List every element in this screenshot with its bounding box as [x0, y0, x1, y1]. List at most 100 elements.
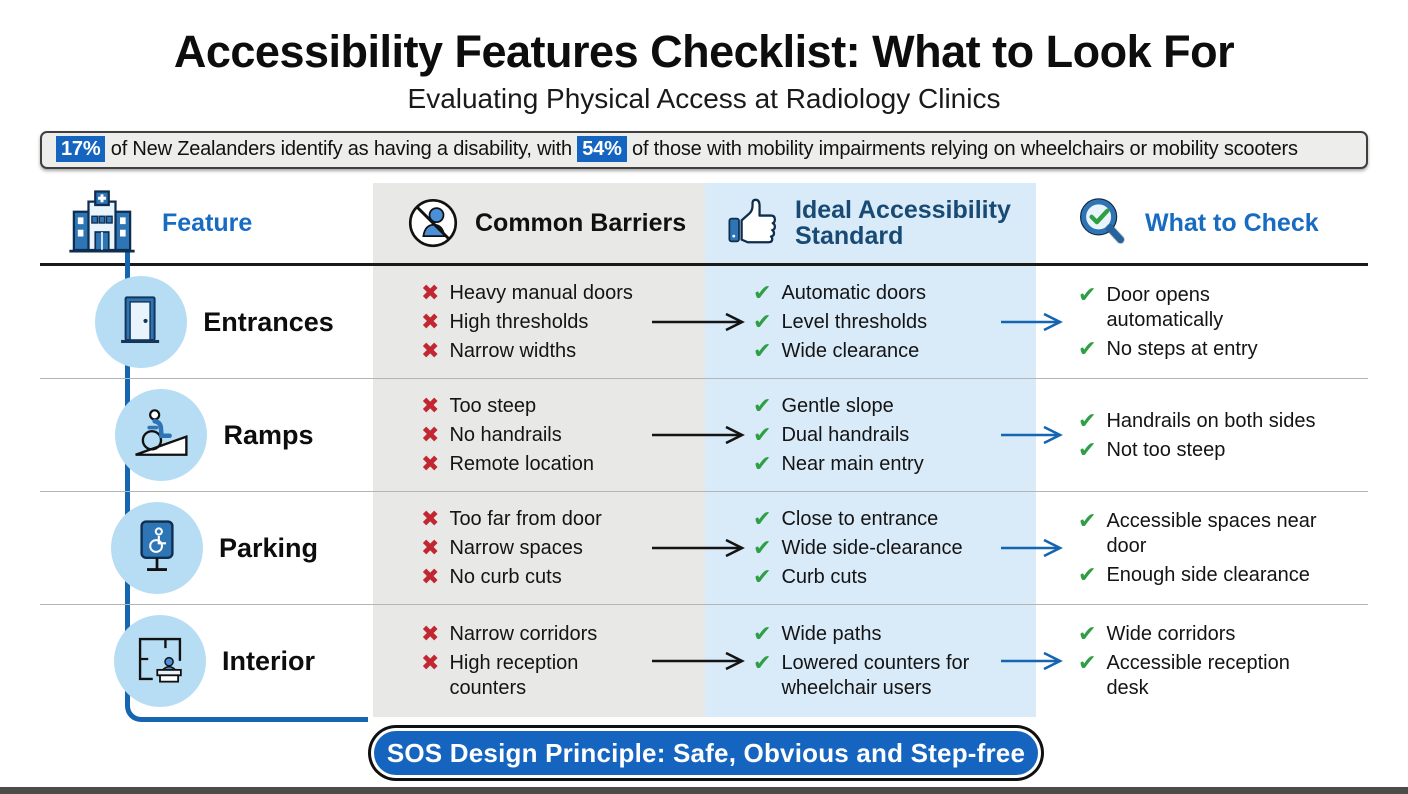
barriers-cell: ✖ Too far from door ✖ Narrow spaces ✖ No curb… — [373, 492, 705, 604]
feature-connector-line — [125, 249, 368, 722]
check-cell: ✔ Door opens automatically ✔ No steps at en… — [1036, 266, 1368, 378]
ramp-icon — [132, 404, 190, 467]
item-label: Too far from door — [449, 508, 602, 530]
standard-item: ✔ Close to entrance — [753, 506, 1036, 532]
cross-icon: ✖ — [421, 338, 440, 363]
standard-item: ✔ Gentle slope — [753, 393, 1036, 419]
item-label: Lowered counters for wheelchair users — [781, 652, 970, 699]
standards-list: ✔ Wide paths ✔ Lowered counters for wheelch… — [753, 618, 1036, 704]
check-icon: ✔ — [753, 393, 772, 418]
check-icon: ✔ — [753, 280, 772, 305]
header-standard: Ideal Accessibility Standard — [705, 183, 1036, 263]
parking-icon — [128, 517, 186, 580]
table-row: Ramps ✖ Too steep ✖ No handrails ✖ Remote loc… — [40, 378, 1368, 491]
standards-list: ✔ Automatic doors ✔ Level thresholds ✔ Wide c… — [753, 277, 1036, 367]
check-item: ✔ Enough side clearance — [1078, 562, 1368, 588]
header-standard-label: Ideal Accessibility Standard — [795, 195, 1011, 250]
item-label: Gentle slope — [781, 395, 894, 417]
feature-cell: Entrances — [40, 266, 373, 378]
barrier-item: ✖ No curb cuts — [421, 564, 705, 590]
cross-icon: ✖ — [421, 422, 440, 447]
feature-icon-circle — [95, 276, 188, 368]
check-icon: ✔ — [753, 650, 772, 675]
barrier-item: ✖ Remote location — [421, 451, 705, 477]
barriers-list: ✖ Narrow corridors ✖ High reception counter… — [421, 618, 705, 704]
stat-value-mobility: 54% — [577, 136, 627, 162]
item-label: Accessible reception desk — [1106, 652, 1290, 699]
check-icon: ✔ — [753, 535, 772, 560]
check-icon: ✔ — [753, 506, 772, 531]
standard-cell: ✔ Wide paths ✔ Lowered counters for wheelch… — [705, 605, 1036, 717]
item-label: Dual handrails — [781, 424, 910, 446]
check-icon: ✔ — [753, 451, 772, 476]
standard-item: ✔ Curb cuts — [753, 564, 1036, 590]
standard-item: ✔ Wide clearance — [753, 338, 1036, 364]
check-item: ✔ Accessible spaces near door — [1078, 508, 1368, 559]
cross-icon: ✖ — [421, 535, 440, 560]
feature-label: Entrances — [203, 306, 334, 337]
page-title: Accessibility Features Checklist: What t… — [173, 26, 1235, 77]
item-label: Enough side clearance — [1106, 564, 1310, 586]
barrier-item: ✖ High thresholds — [421, 309, 705, 335]
cross-icon: ✖ — [421, 280, 440, 305]
barrier-item: ✖ Too steep — [421, 393, 705, 419]
item-label: Handrails on both sides — [1106, 409, 1316, 432]
barriers-list: ✖ Too steep ✖ No handrails ✖ Remote location — [421, 390, 705, 480]
item-label: Near main entry — [781, 453, 924, 475]
barriers-cell: ✖ Narrow corridors ✖ High reception counter… — [373, 605, 705, 717]
arrow-right-icon — [652, 538, 745, 558]
check-icon: ✔ — [1078, 336, 1097, 361]
check-icon: ✔ — [1078, 650, 1097, 675]
check-icon: ✔ — [753, 621, 772, 646]
standard-item: ✔ Automatic doors — [753, 280, 1036, 306]
feature-label: Interior — [221, 645, 315, 676]
cross-icon: ✖ — [421, 564, 440, 589]
table-row: Parking ✖ Too far from door ✖ Narrow spaces… — [40, 491, 1368, 604]
sos-banner: SOS Design Principle: Safe, Obvious and … — [368, 725, 1044, 781]
header-barriers: Common Barriers — [373, 183, 705, 263]
item-label: Heavy manual doors — [449, 282, 633, 304]
barrier-item: ✖ Heavy manual doors — [421, 280, 705, 306]
item-label: High thresholds — [449, 311, 589, 333]
item-label: Wide paths — [781, 623, 882, 645]
arrow-right-blue-icon — [1001, 651, 1063, 671]
item-label: Remote location — [449, 453, 594, 475]
header-check-label: What to Check — [1145, 208, 1319, 237]
standard-item: ✔ Wide paths — [753, 621, 1036, 647]
header-feature-label: Feature — [162, 208, 253, 237]
table-row: Interior ✖ Narrow corridors ✖ High receptio… — [40, 604, 1368, 717]
table-header-row: Feature Common Barriers Ideal Accessibil… — [40, 183, 1368, 263]
check-item: ✔ Handrails on both sides — [1078, 408, 1368, 434]
barriers-list: ✖ Too far from door ✖ Narrow spaces ✖ No curb… — [421, 503, 705, 593]
check-item: ✔ Wide corridors — [1078, 621, 1368, 647]
barrier-item: ✖ High reception counters — [421, 650, 705, 701]
sos-banner-ring: SOS Design Principle: Safe, Obvious and … — [371, 728, 1041, 778]
barrier-item: ✖ Narrow corridors — [421, 621, 705, 647]
hospital-icon — [66, 187, 138, 259]
barriers-cell: ✖ Too steep ✖ No handrails ✖ Remote location — [373, 379, 705, 491]
check-cell: ✔ Accessible spaces near door ✔ Enough side… — [1036, 492, 1368, 604]
barrier-item: ✖ Narrow spaces — [421, 535, 705, 561]
checks-list: ✔ Wide corridors ✔ Accessible reception des… — [1078, 618, 1368, 704]
standard-item: ✔ Level thresholds — [753, 309, 1036, 335]
feature-icon-circle — [113, 615, 206, 707]
barrier-item: ✖ Narrow widths — [421, 338, 705, 364]
standard-cell: ✔ Gentle slope ✔ Dual handrails ✔ Near main e… — [705, 379, 1036, 491]
checklist-table: Feature Common Barriers Ideal Accessibil… — [40, 183, 1368, 787]
check-item: ✔ Not too steep — [1078, 437, 1368, 463]
check-icon: ✔ — [1078, 508, 1097, 533]
standard-cell: ✔ Close to entrance ✔ Wide side-clearance ✔ C… — [705, 492, 1036, 604]
thumbs-up-icon — [725, 195, 781, 251]
check-icon: ✔ — [753, 338, 772, 363]
page-subtitle: Evaluating Physical Access at Radiology … — [407, 83, 1001, 114]
standard-item: ✔ Near main entry — [753, 451, 1036, 477]
check-icon: ✔ — [1078, 436, 1097, 462]
arrow-right-blue-icon — [1001, 425, 1063, 445]
item-label: Narrow spaces — [449, 537, 583, 559]
item-label: Wide corridors — [1106, 623, 1236, 645]
feature-cell: Parking — [40, 492, 373, 604]
header-check: What to Check — [1036, 183, 1368, 263]
barriers-cell: ✖ Heavy manual doors ✖ High thresholds ✖ Narr… — [373, 266, 705, 378]
door-icon — [112, 291, 170, 354]
sos-banner-text: SOS Design Principle: Safe, Obvious and … — [374, 731, 1038, 775]
